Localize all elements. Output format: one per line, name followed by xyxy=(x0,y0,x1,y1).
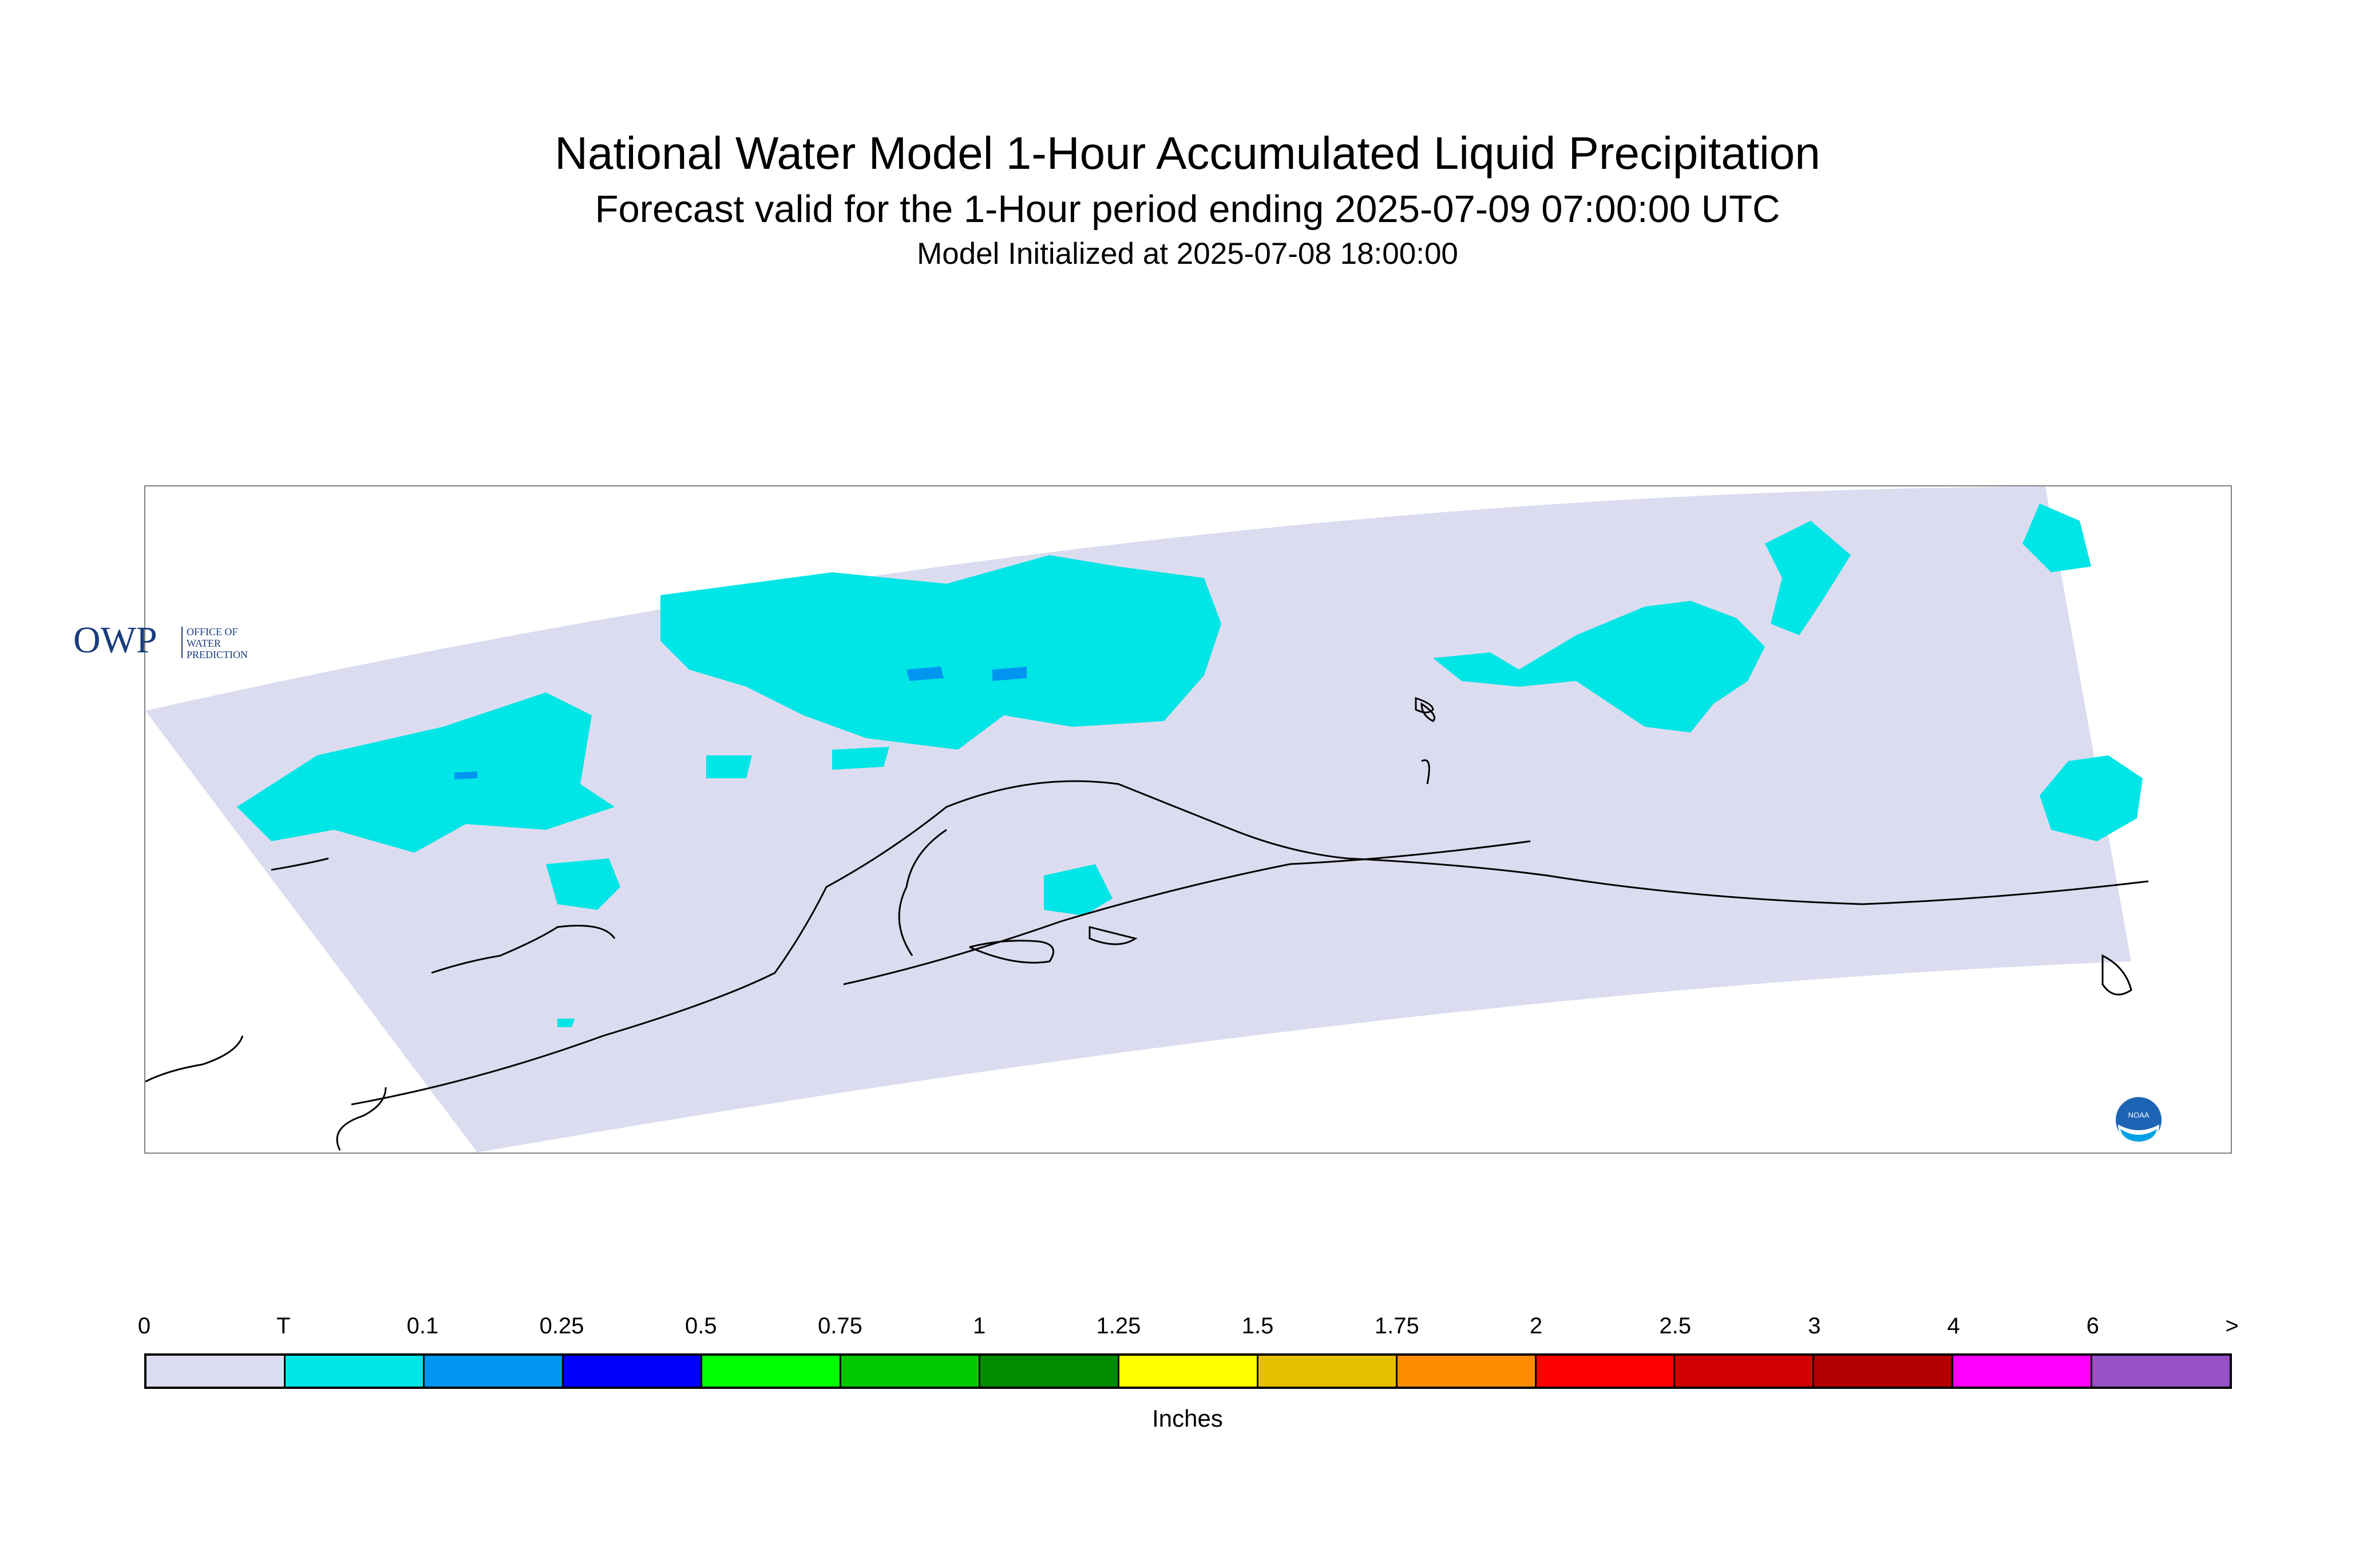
owp-logo-text-3: PREDICTION xyxy=(187,649,248,660)
legend-tick-label: 2.5 xyxy=(1659,1313,1691,1339)
lakes xyxy=(1088,702,2132,996)
model-init-subtitle: Model Initialized at 2025-07-08 18:00:00 xyxy=(917,237,1458,271)
legend-tick-label: 1.5 xyxy=(1241,1313,1274,1339)
legend-tick-label: 0.1 xyxy=(406,1313,439,1339)
legend-tick-label: 3 xyxy=(1808,1313,1821,1339)
legend-tick-label: 1.75 xyxy=(1374,1313,1419,1339)
legend-swatch-9 xyxy=(1397,1356,1537,1387)
legend-tick-labels: 0 T 0.1 0.25 0.5 0.75 1 1.25 1.5 1.75 2 2.5 3 4 6 > xyxy=(138,1313,2239,1342)
legend-color-bar xyxy=(144,1353,2232,1389)
legend-swatch-8 xyxy=(1258,1356,1398,1387)
legend-tick-label: 1 xyxy=(973,1313,986,1339)
legend-tick-label: 4 xyxy=(1947,1313,1960,1339)
legend-swatch-0 xyxy=(147,1356,286,1387)
precip-map xyxy=(145,486,2149,1153)
precip-areas-light xyxy=(237,504,2143,1027)
legend-swatch-10 xyxy=(1536,1356,1676,1387)
legend-tick-label: 0.75 xyxy=(818,1313,862,1339)
legend-swatch-3 xyxy=(563,1356,703,1387)
legend-tick-label: 6 xyxy=(2086,1313,2099,1339)
legend-swatch-11 xyxy=(1675,1356,1815,1387)
owp-logo-mark: OWP xyxy=(73,619,157,661)
legend-swatch-14 xyxy=(2092,1356,2230,1387)
legend-swatch-5 xyxy=(841,1356,981,1387)
legend-swatch-4 xyxy=(702,1356,842,1387)
legend-swatch-7 xyxy=(1119,1356,1258,1387)
legend-tick-label: 1.25 xyxy=(1096,1313,1141,1339)
legend-swatch-12 xyxy=(1814,1356,1954,1387)
owp-logo-text-2: WATER xyxy=(187,638,221,649)
legend-tick-label: 0.5 xyxy=(684,1313,717,1339)
noaa-logo: NOAA xyxy=(2116,1097,2162,1143)
legend-swatch-13 xyxy=(1953,1356,2093,1387)
legend-swatch-1 xyxy=(285,1356,425,1387)
map-panel xyxy=(144,485,2232,1154)
legend-tick-label: T xyxy=(276,1313,291,1339)
legend-tick-label: 0 xyxy=(137,1313,151,1339)
coastlines xyxy=(145,696,2149,1151)
legend-units-label: Inches xyxy=(1152,1405,1223,1432)
precip-areas-medium xyxy=(454,667,1027,779)
legend-tick-label: > xyxy=(2225,1313,2239,1339)
legend-swatch-2 xyxy=(424,1356,564,1387)
map-title: National Water Model 1-Hour Accumulated … xyxy=(555,128,1820,179)
owp-logo: OWP OFFICE OF WATER PREDICTION xyxy=(73,619,248,661)
legend-tick-label: 0.25 xyxy=(539,1313,584,1339)
owp-logo-text-1: OFFICE OF xyxy=(187,626,238,638)
forecast-valid-subtitle: Forecast valid for the 1-Hour period end… xyxy=(595,188,1780,231)
legend-swatch-6 xyxy=(980,1356,1120,1387)
noaa-logo-text: NOAA xyxy=(2128,1111,2150,1119)
legend-tick-label: 2 xyxy=(1529,1313,1543,1339)
